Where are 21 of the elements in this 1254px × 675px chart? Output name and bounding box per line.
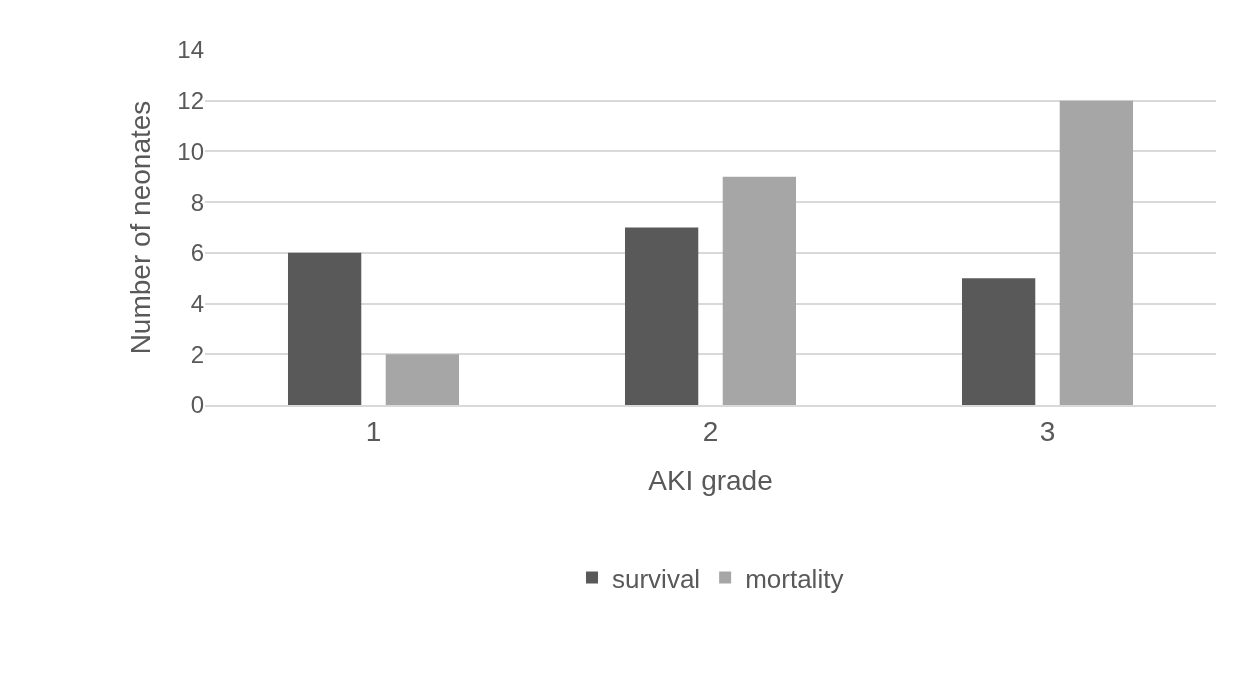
bar <box>961 278 1036 405</box>
y-tick-label: 10 <box>177 137 204 165</box>
legend-label: survival <box>612 563 701 594</box>
x-tick-label: 3 <box>1039 415 1056 447</box>
bar <box>624 227 699 405</box>
y-axis-title: Number of neonates <box>125 100 156 355</box>
y-tick-label: 12 <box>177 87 204 115</box>
x-tick-label: 2 <box>702 415 719 447</box>
y-tick-label: 0 <box>190 391 204 419</box>
bar <box>722 176 797 405</box>
bar <box>385 354 460 405</box>
legend-label: mortality <box>745 563 844 594</box>
y-tick-label: 4 <box>190 289 204 317</box>
x-tick-label: 1 <box>365 415 382 447</box>
y-tick-label: 6 <box>190 239 204 267</box>
y-tick-label: 14 <box>177 36 204 64</box>
bar <box>1059 100 1134 405</box>
y-tick-label: 2 <box>190 340 204 368</box>
x-axis-title: AKI grade <box>648 465 773 497</box>
y-tick-label: 8 <box>190 188 204 216</box>
bar <box>287 252 362 405</box>
